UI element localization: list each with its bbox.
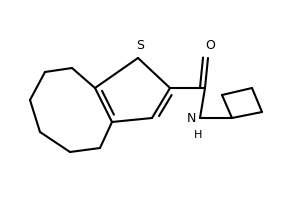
Text: N: N (187, 112, 196, 124)
Text: S: S (136, 39, 144, 52)
Text: O: O (205, 39, 215, 52)
Text: H: H (194, 130, 202, 140)
